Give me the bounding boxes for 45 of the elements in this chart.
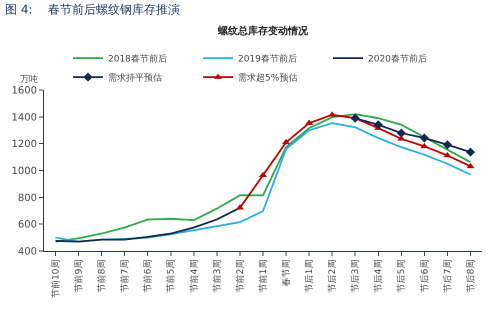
legend-label: 需求超5%预估 bbox=[238, 72, 298, 84]
point bbox=[466, 148, 476, 157]
y-tick-label: 800 bbox=[18, 192, 37, 204]
y-tick-label: 600 bbox=[18, 220, 37, 231]
point bbox=[396, 128, 406, 138]
point bbox=[374, 120, 383, 130]
x-tick-label: 节前5周 bbox=[166, 260, 177, 292]
x-tick-label: 节后8周 bbox=[465, 260, 476, 292]
x-tick-label: 节后1周 bbox=[304, 260, 316, 292]
x-tick-label: 节前1周 bbox=[258, 260, 269, 292]
x-tick-label: 节前10周 bbox=[50, 260, 62, 298]
y-tick-label: 1600 bbox=[12, 86, 37, 96]
x-tick-label: 节后4周 bbox=[373, 260, 384, 292]
x-tick-label: 节前8周 bbox=[96, 260, 108, 292]
x-tick-label: 节后5周 bbox=[396, 260, 408, 292]
x-tick-label: 节前7周 bbox=[120, 260, 131, 292]
point bbox=[443, 152, 452, 158]
x-tick-label: 节前3周 bbox=[212, 260, 223, 292]
y-tick-label: 1400 bbox=[12, 112, 37, 124]
legend-label: 2020春节前后 bbox=[368, 54, 427, 65]
chart-title: 图 4: 春节前后螺纹钢库存推演 bbox=[5, 2, 180, 16]
chart-subtitle: 螺纹总库存变动情况 bbox=[217, 25, 309, 37]
point bbox=[282, 138, 290, 144]
y-tick-label: 400 bbox=[18, 246, 37, 258]
x-tick-label: 节前9周 bbox=[74, 260, 85, 292]
x-tick-label: 节后3周 bbox=[350, 260, 362, 292]
y-axis-title: 万吨 bbox=[20, 74, 38, 85]
legend-label: 需求持平预估 bbox=[108, 72, 162, 84]
point bbox=[328, 111, 336, 117]
point bbox=[420, 142, 428, 148]
x-tick-label: 节后6周 bbox=[419, 260, 430, 292]
point bbox=[420, 133, 429, 143]
x-tick-label: 节后2周 bbox=[327, 260, 338, 292]
point bbox=[236, 204, 244, 210]
y-tick-label: 1000 bbox=[12, 166, 37, 177]
x-tick-label: 节前6周 bbox=[142, 260, 154, 292]
x-tick-label: 节前2周 bbox=[234, 260, 246, 292]
legend-label: 2018春节前后 bbox=[108, 54, 167, 65]
legend-label: 2019春节前后 bbox=[238, 54, 297, 65]
x-tick-label: 春节周 bbox=[280, 260, 292, 287]
point bbox=[350, 114, 360, 123]
x-tick-label: 节后7周 bbox=[442, 260, 454, 292]
x-tick-label: 节前4周 bbox=[188, 260, 200, 292]
y-tick-label: 1200 bbox=[12, 139, 37, 150]
point bbox=[442, 140, 452, 150]
